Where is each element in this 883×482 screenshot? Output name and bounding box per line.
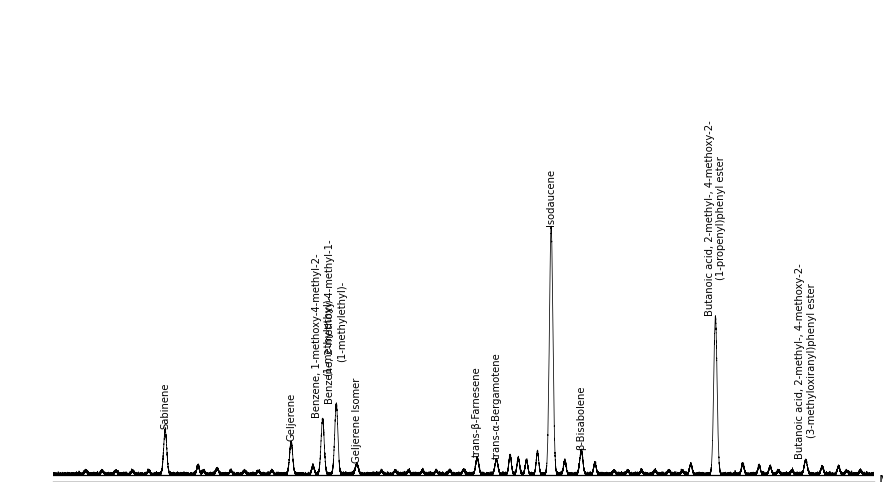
Text: Geljerene: Geljerene — [286, 393, 296, 441]
Text: β-Bisabolene: β-Bisabolene — [577, 385, 586, 450]
Text: Benzene, 2-methoxy-4-methyl-1-
(1-methylethyl)-: Benzene, 2-methoxy-4-methyl-1- (1-methyl… — [326, 239, 347, 403]
Text: Min: Min — [879, 474, 883, 482]
Text: Sabinene: Sabinene — [160, 383, 170, 429]
Text: Butanoic acid, 2-methyl-, 4-methoxy-2-
(3-methyloxiranyl)phenyl ester: Butanoic acid, 2-methyl-, 4-methoxy-2- (… — [795, 263, 817, 459]
Text: Geljerene Isomer: Geljerene Isomer — [351, 378, 362, 463]
Text: Butanoic acid, 2-methyl-, 4-methoxy-2-
(1-propenyl)phenyl ester: Butanoic acid, 2-methyl-, 4-methoxy-2- (… — [705, 120, 726, 316]
Text: trans-α-Bergamotene: trans-α-Bergamotene — [492, 352, 502, 459]
Text: trans-β-Farnesene: trans-β-Farnesene — [472, 366, 482, 457]
Text: Isodaucene: Isodaucene — [547, 169, 556, 227]
Text: Benzene, 1-methoxy-4-methyl-2-
(1-methylethyl)-: Benzene, 1-methoxy-4-methyl-2- (1-methyl… — [312, 254, 334, 418]
